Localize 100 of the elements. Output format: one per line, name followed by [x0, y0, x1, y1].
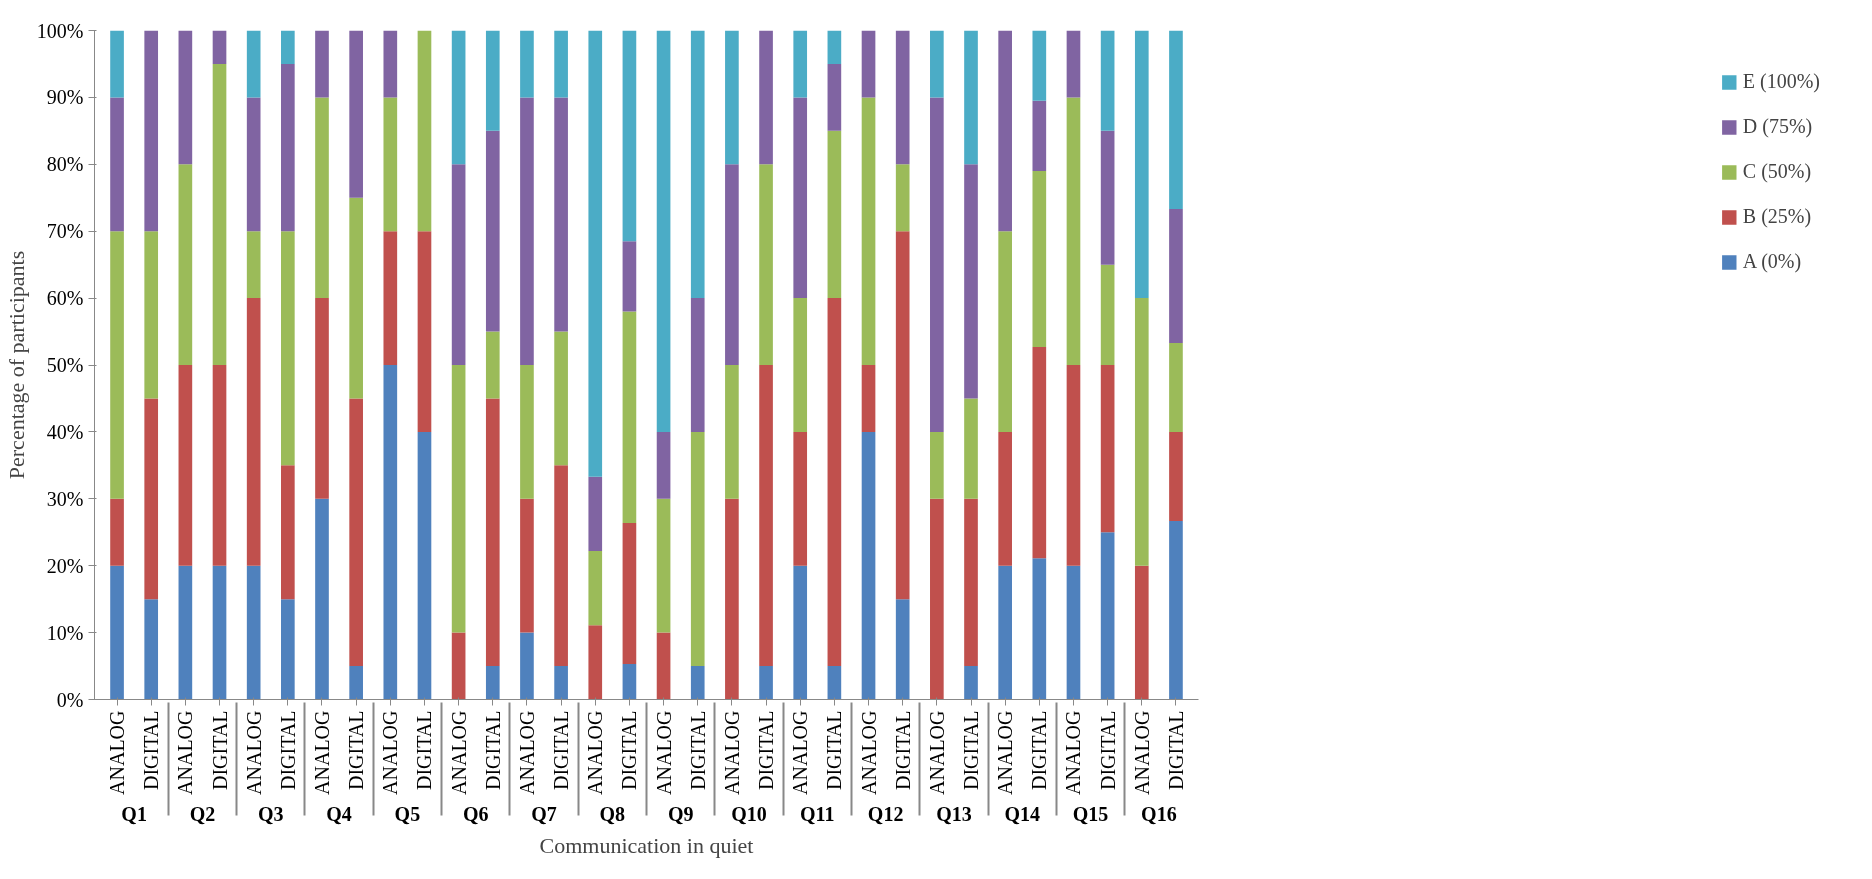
bar	[1169, 520, 1183, 700]
bar	[246, 565, 261, 700]
bar	[622, 664, 637, 700]
bar	[895, 164, 910, 232]
bar	[1169, 209, 1183, 343]
bar	[998, 30, 1012, 232]
bar	[964, 398, 978, 499]
bar	[520, 365, 534, 499]
bar	[656, 30, 671, 432]
bar	[1100, 30, 1115, 131]
x-tick-label: DIGITAL	[413, 710, 436, 790]
bar	[656, 632, 671, 700]
y-tick-label: 60%	[46, 287, 84, 310]
bar	[930, 30, 944, 98]
bar	[110, 498, 124, 566]
bar	[520, 632, 534, 700]
x-tick-label: ANALOG	[1130, 710, 1153, 795]
bar	[1032, 170, 1047, 347]
legend-label: E (100%)	[1742, 70, 1820, 93]
x-tick-label: ANALOG	[789, 710, 812, 795]
x-tick-label: DIGITAL	[1028, 710, 1051, 790]
bar	[861, 30, 876, 98]
y-tick-label: 100%	[36, 19, 84, 42]
bar	[759, 164, 773, 365]
bar	[383, 30, 398, 98]
bar	[144, 231, 159, 399]
bar	[1100, 130, 1115, 265]
text: Q10	[731, 802, 767, 825]
bar	[1169, 431, 1183, 521]
x-tick-label: DIGITAL	[891, 710, 914, 790]
legend-label: A (0%)	[1742, 250, 1802, 273]
text: Q13	[936, 802, 972, 825]
bar	[485, 30, 500, 131]
x-tick-label: ANALOG	[311, 710, 333, 795]
bar	[656, 498, 671, 633]
bar	[417, 231, 432, 432]
bar	[485, 130, 500, 332]
x-tick-label: DIGITAL	[550, 710, 573, 790]
x-tick-label: DIGITAL	[1164, 710, 1187, 790]
bar	[178, 164, 193, 365]
x-tick-label: ANALOG	[652, 710, 675, 795]
bar	[964, 30, 978, 165]
bar	[588, 476, 603, 551]
bar	[622, 522, 637, 665]
bar	[281, 63, 295, 232]
bar	[110, 97, 124, 232]
bar	[315, 498, 329, 700]
bar	[998, 231, 1012, 432]
bar	[281, 231, 295, 466]
bar	[793, 97, 808, 299]
bar	[281, 599, 295, 700]
bar	[178, 565, 193, 700]
bar	[930, 498, 944, 700]
y-tick-label: 30%	[46, 487, 84, 510]
bar	[759, 30, 773, 165]
bar	[349, 30, 363, 198]
y-tick-label: 10%	[46, 621, 84, 644]
x-tick-label: DIGITAL	[618, 710, 641, 790]
bar	[861, 431, 876, 700]
bar	[417, 30, 432, 232]
x-tick-label: DIGITAL	[140, 710, 163, 790]
bar	[451, 365, 466, 633]
y-axis-title: Percentage of participants	[3, 250, 29, 480]
bar	[520, 498, 534, 633]
bar	[383, 365, 398, 700]
x-tick-label: DIGITAL	[823, 710, 846, 790]
text: Q9	[667, 802, 694, 825]
x-tick-label: DIGITAL	[276, 710, 299, 790]
bar	[383, 97, 398, 232]
bar	[725, 30, 739, 165]
bar	[451, 164, 466, 365]
bar	[144, 30, 159, 232]
bar	[930, 97, 944, 432]
bar	[725, 365, 739, 499]
x-tick-label: ANALOG	[584, 710, 607, 795]
bar	[895, 231, 910, 600]
bar	[485, 331, 500, 399]
bar	[793, 298, 808, 432]
bar	[212, 565, 227, 700]
bar	[1066, 30, 1081, 98]
bar	[964, 498, 978, 667]
bar	[1032, 346, 1047, 559]
x-tick-label: DIGITAL	[686, 710, 709, 790]
bar	[964, 164, 978, 399]
legend-label: B (25%)	[1742, 205, 1812, 228]
bar	[622, 311, 637, 523]
x-tick-label: ANALOG	[925, 710, 948, 795]
bar	[759, 365, 773, 667]
bar	[451, 30, 466, 165]
bar	[554, 97, 568, 332]
bar	[246, 231, 261, 299]
x-tick-label: ANALOG	[242, 710, 265, 795]
bar	[690, 298, 705, 432]
x-tick-label: ANALOG	[994, 710, 1017, 795]
y-tick-label: 50%	[46, 354, 84, 376]
bar	[349, 398, 363, 667]
bar	[725, 164, 739, 365]
x-tick-label: ANALOG	[106, 710, 129, 795]
bar	[1100, 365, 1115, 533]
bar	[554, 465, 568, 667]
